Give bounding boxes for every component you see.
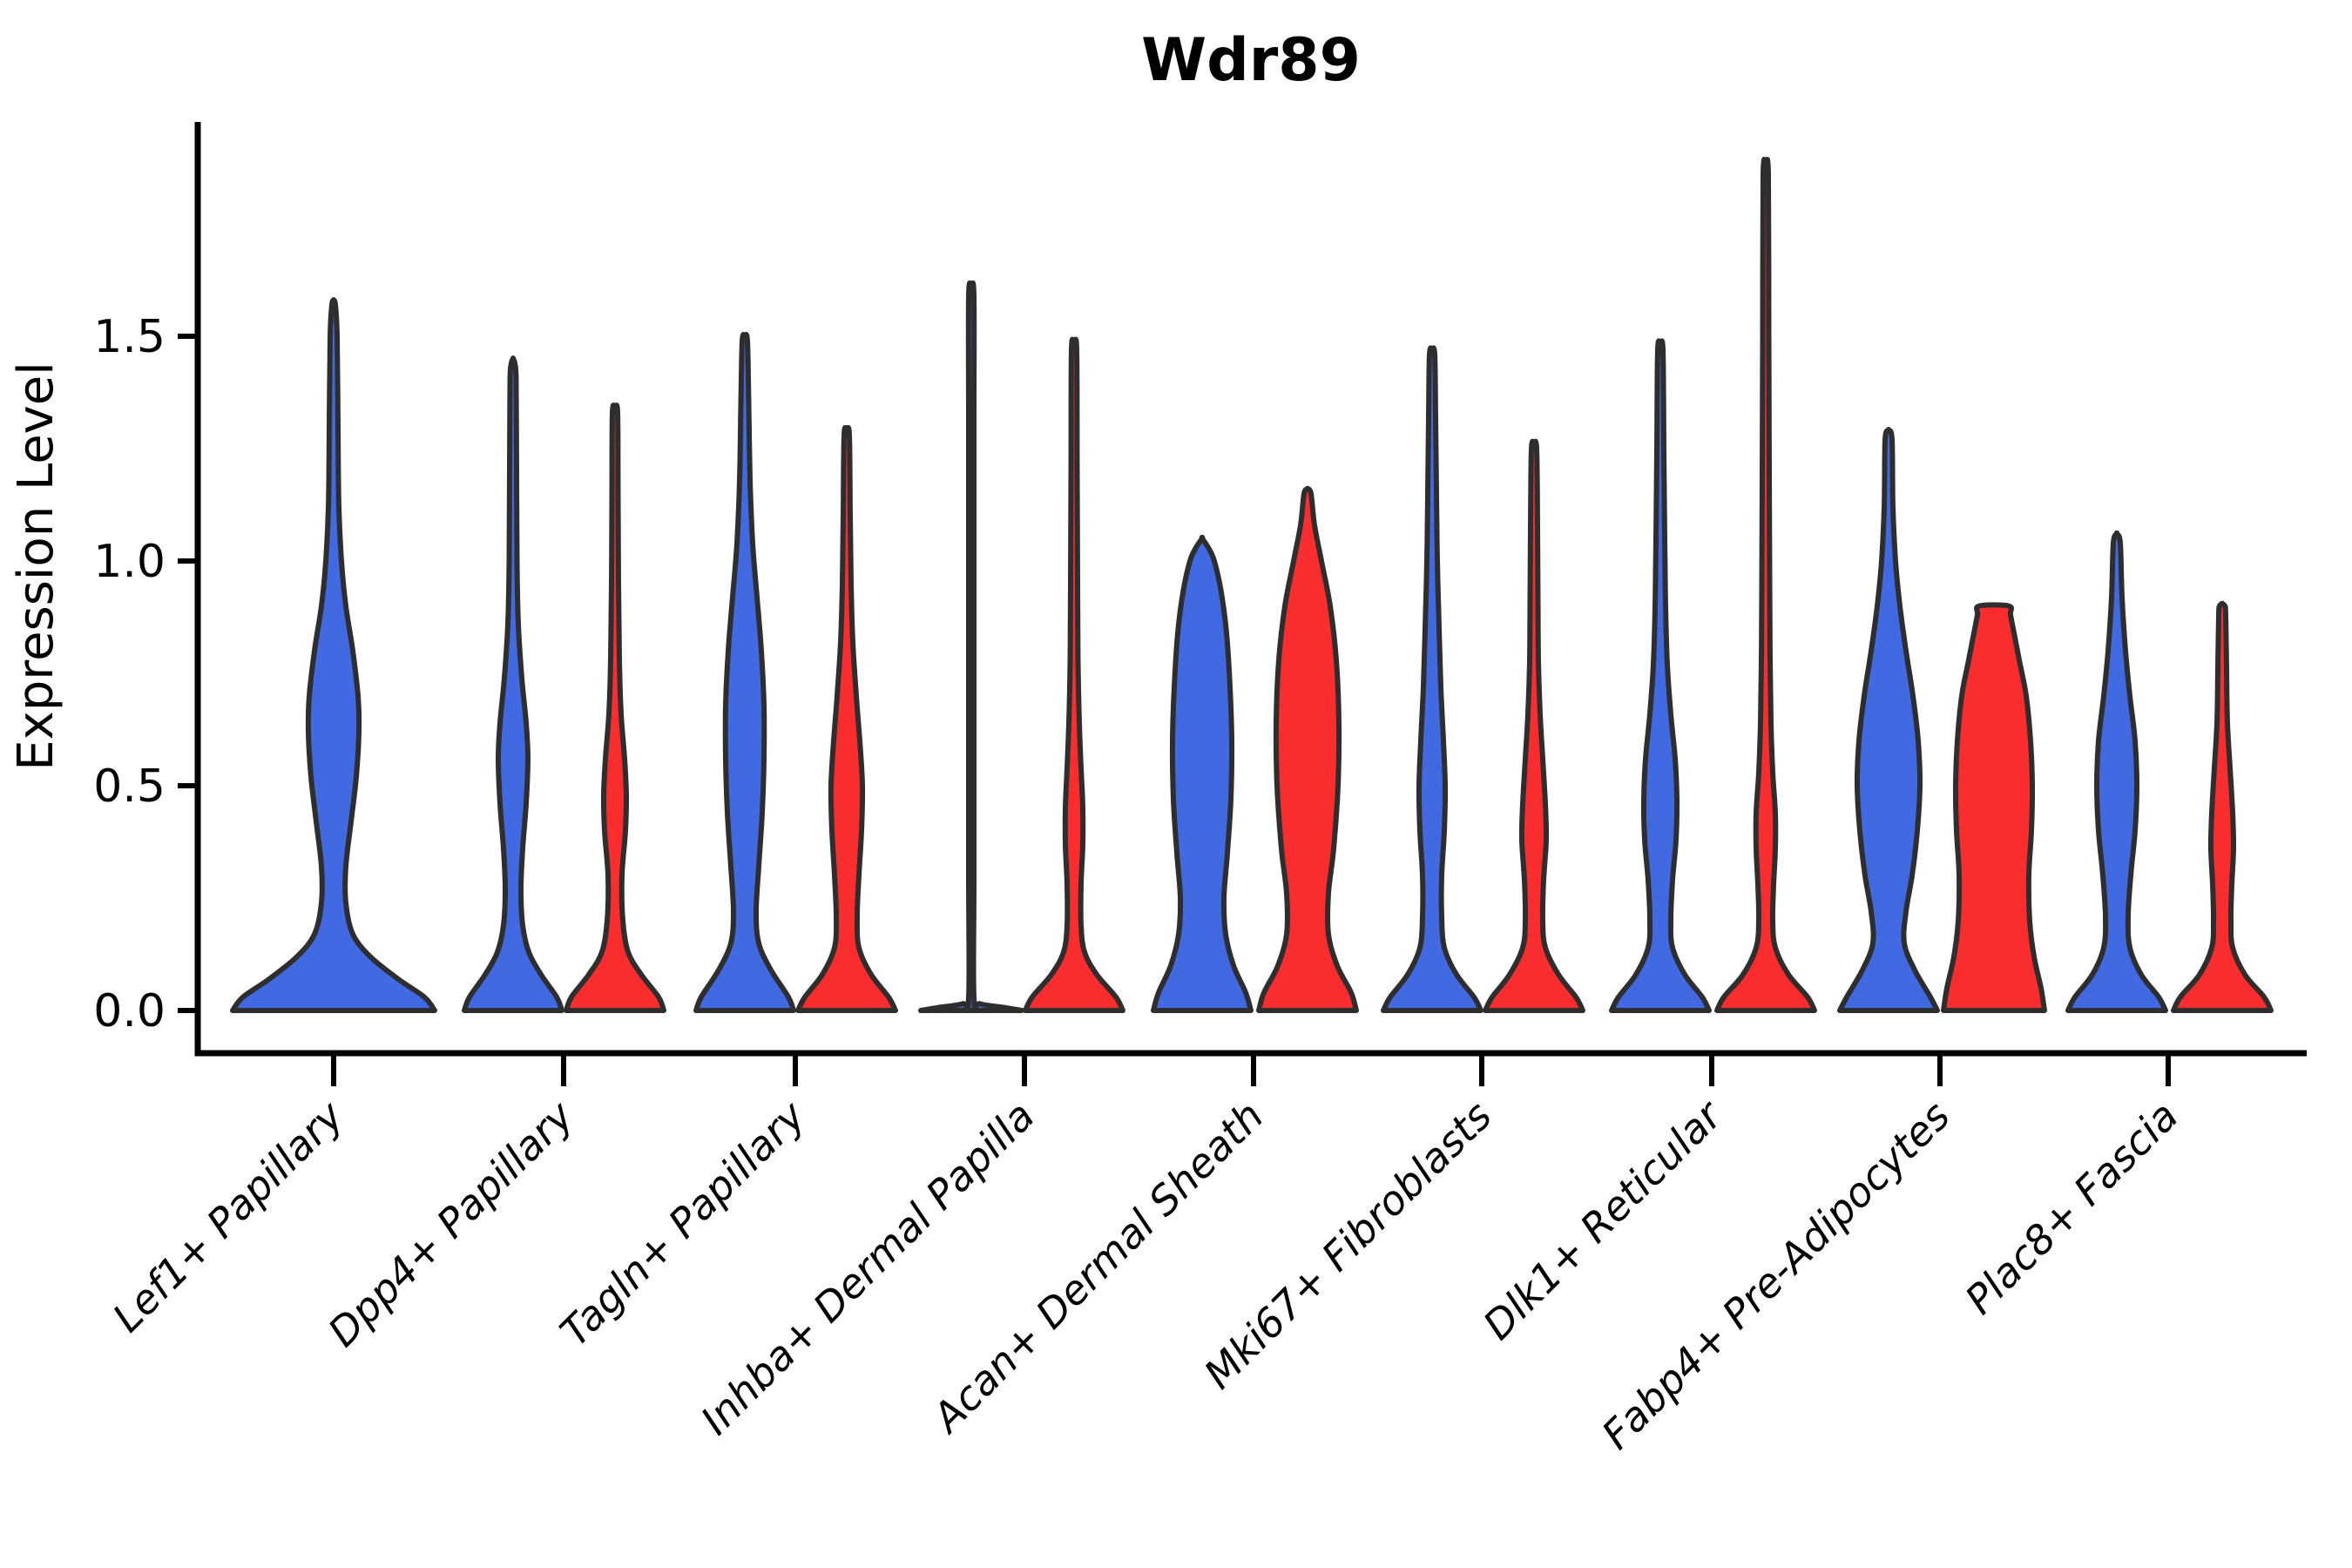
y-tick-label: 0.0 [93, 985, 166, 1037]
chart-title: Wdr89 [1141, 26, 1361, 95]
violins [230, 157, 2274, 1013]
y-tick-label: 0.5 [93, 760, 166, 813]
violin [462, 355, 564, 1013]
violin [1151, 534, 1254, 1013]
violin [564, 402, 666, 1013]
violin [1837, 427, 1940, 1013]
violin [2171, 600, 2274, 1013]
violin [1609, 338, 1712, 1013]
x-tick-label: Plac8+ Fascia [1956, 1092, 2186, 1323]
violin [1381, 345, 1484, 1013]
x-tick-label: Tagln+ Papillary [551, 1092, 814, 1355]
y-tick-label: 1.0 [93, 536, 166, 588]
violin [1941, 602, 2047, 1013]
y-tick-label: 1.5 [93, 311, 166, 363]
x-tick-label: Dpp4+ Papillary [319, 1092, 583, 1355]
violin [1483, 438, 1585, 1013]
y-axis-label: Expression Level [8, 362, 64, 771]
violin [1256, 485, 1359, 1013]
violin [2065, 530, 2168, 1013]
y-axis-ticks: 0.0 0.5 1.0 1.5 [93, 311, 198, 1037]
violin [230, 297, 437, 1013]
violin [1023, 336, 1125, 1013]
violin [693, 332, 796, 1013]
x-tick-label: Dlk1+ Reticular [1474, 1090, 1733, 1348]
axis-spines [194, 122, 2307, 1057]
violin [1714, 157, 1817, 1013]
violin [795, 424, 898, 1013]
x-tick-label: Lef1+ Papillary [104, 1092, 353, 1341]
violin [918, 280, 1024, 1013]
